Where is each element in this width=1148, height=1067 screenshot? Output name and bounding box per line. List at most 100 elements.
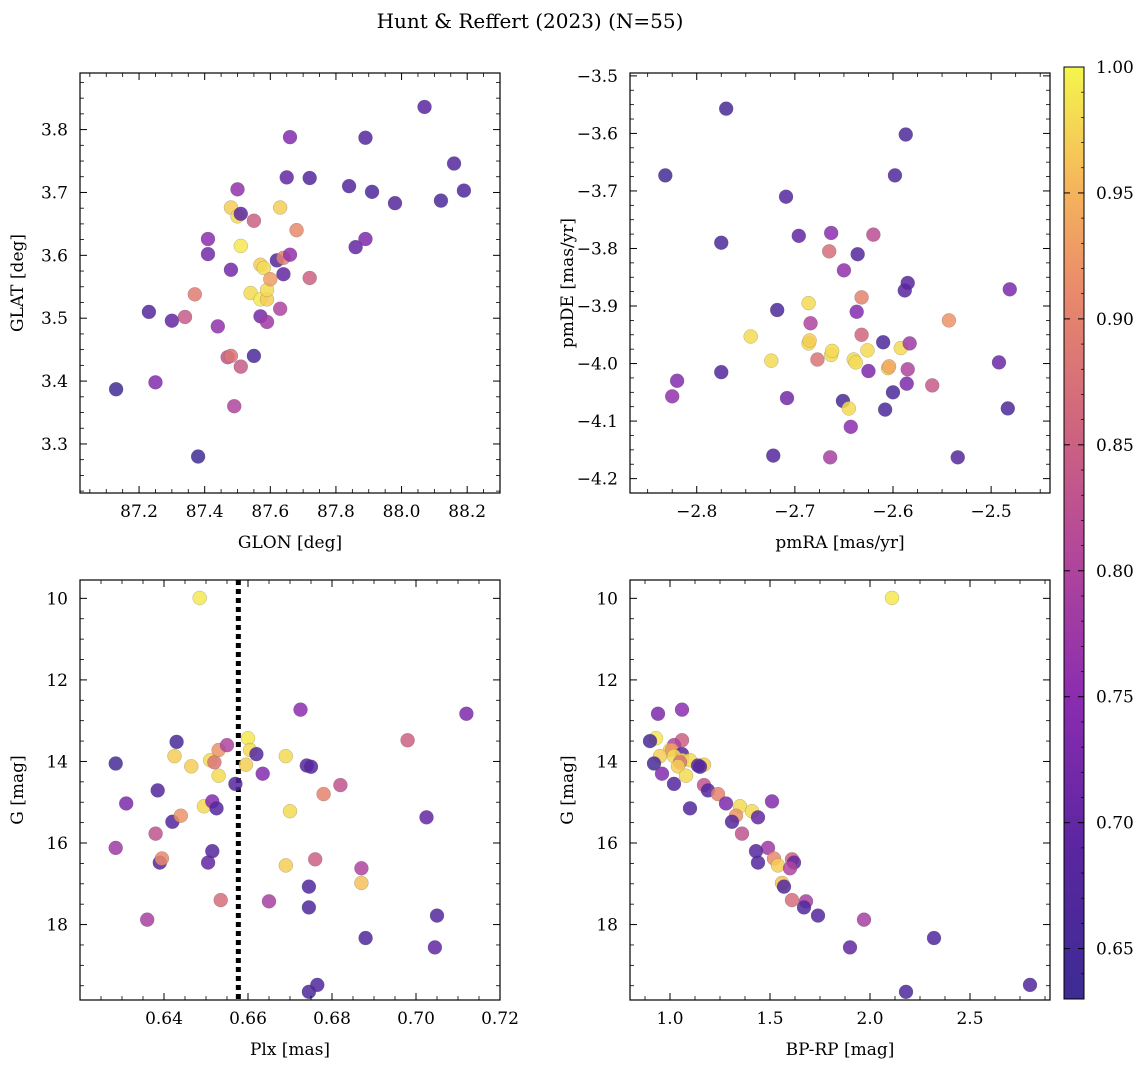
data-point <box>902 336 917 351</box>
data-point <box>866 227 881 242</box>
data-point <box>302 270 317 286</box>
data-point <box>841 401 857 416</box>
data-point <box>991 355 1007 370</box>
data-point <box>118 796 134 811</box>
data-point <box>822 450 838 465</box>
x-tick-label: 1.5 <box>756 1009 783 1029</box>
data-point <box>822 244 837 259</box>
data-point <box>642 733 658 749</box>
data-point <box>303 759 319 774</box>
x-tick-label: 0.64 <box>145 1009 183 1029</box>
data-point <box>899 376 914 391</box>
data-point <box>803 316 818 331</box>
scatter-points <box>642 590 1038 1000</box>
data-point <box>259 314 275 330</box>
data-point <box>238 757 254 772</box>
data-point <box>272 301 288 316</box>
data-point <box>387 195 403 211</box>
y-tick-label: 12 <box>596 671 618 691</box>
x-axis-label: BP-RP [mag] <box>786 1040 895 1060</box>
data-point <box>177 309 193 325</box>
data-point <box>823 225 839 241</box>
colorbar-tick-label: 1.00 <box>1096 58 1134 78</box>
data-point <box>333 777 348 793</box>
data-point <box>750 810 766 825</box>
data-point <box>108 756 123 771</box>
data-point <box>301 900 317 915</box>
data-point <box>278 858 293 873</box>
x-tick-label: −2.7 <box>774 502 815 522</box>
data-point <box>850 247 865 262</box>
data-point <box>842 940 858 955</box>
data-point <box>358 930 373 946</box>
x-tick-label: 2.5 <box>956 1009 983 1029</box>
data-point <box>293 702 308 717</box>
data-point <box>724 814 740 830</box>
data-point <box>219 737 235 753</box>
data-point <box>256 260 271 276</box>
plot-frame <box>629 579 1051 1001</box>
data-point <box>764 794 780 809</box>
data-point <box>310 977 325 993</box>
data-point <box>779 390 795 406</box>
panel-pmra-pmde: −2.8 −2.7 −2.6 −2.5 −4.2 −4.1 −4.0 −3.9 −3.8 −3.7… <box>558 67 1051 553</box>
data-point <box>354 875 369 891</box>
y-tick-label: 18 <box>46 916 68 936</box>
plot-frame <box>79 579 501 1001</box>
data-point <box>282 804 298 819</box>
x-tick-label: 87.8 <box>317 502 355 522</box>
data-point <box>1022 977 1038 993</box>
data-point <box>743 329 758 344</box>
data-point <box>778 189 794 204</box>
data-point <box>875 335 891 350</box>
data-point <box>141 304 157 320</box>
data-point <box>900 362 915 377</box>
data-point <box>278 748 293 764</box>
y-tick-label: 14 <box>46 752 68 772</box>
y-tick-label: −4.2 <box>577 470 618 490</box>
data-point <box>148 826 163 841</box>
x-tick-label: 0.68 <box>313 1009 351 1029</box>
y-tick-label: −3.7 <box>577 182 618 202</box>
x-tick-label: 88.0 <box>383 502 421 522</box>
data-point <box>207 755 222 770</box>
data-point <box>854 290 869 305</box>
x-tick-label: 88.2 <box>448 502 486 522</box>
scatter-points <box>108 590 474 1000</box>
data-point <box>255 766 270 781</box>
data-point <box>782 861 798 876</box>
data-point <box>282 129 298 145</box>
x-tick-label: 87.4 <box>186 502 224 522</box>
data-point <box>227 399 242 414</box>
data-point <box>710 786 726 802</box>
data-point <box>108 382 124 397</box>
data-point <box>836 263 852 278</box>
y-tick-label: −3.9 <box>577 297 618 317</box>
data-point <box>167 748 182 764</box>
data-point <box>664 389 680 404</box>
y-tick-label: −3.6 <box>577 124 618 144</box>
y-tick-label: −4.0 <box>577 355 618 375</box>
data-point <box>276 266 291 282</box>
data-point <box>926 930 942 946</box>
data-point <box>770 858 786 873</box>
y-axis-label: G [mag] <box>558 755 578 824</box>
data-point <box>843 419 858 435</box>
data-point <box>233 206 248 222</box>
panel-glon-glat: 87.2 87.4 87.6 87.8 88.0 88.2 3.3 3.4 3.5 3.6 3.7 3… <box>8 72 501 553</box>
data-point <box>433 193 449 208</box>
colorbar: 0.65 0.70 0.75 0.80 0.85 0.90 0.95 1.00 <box>1063 58 1134 1000</box>
data-point <box>1000 401 1016 416</box>
data-point <box>810 908 826 923</box>
y-axis-label: G [mag] <box>8 755 28 824</box>
data-point <box>233 238 248 254</box>
data-point <box>139 912 155 927</box>
x-tick-label: 2.0 <box>856 1009 883 1029</box>
data-point <box>692 759 708 774</box>
data-point <box>714 235 729 250</box>
data-point <box>796 900 812 915</box>
x-tick-label: 87.6 <box>251 502 289 522</box>
data-point <box>261 894 277 909</box>
data-point <box>658 168 673 183</box>
